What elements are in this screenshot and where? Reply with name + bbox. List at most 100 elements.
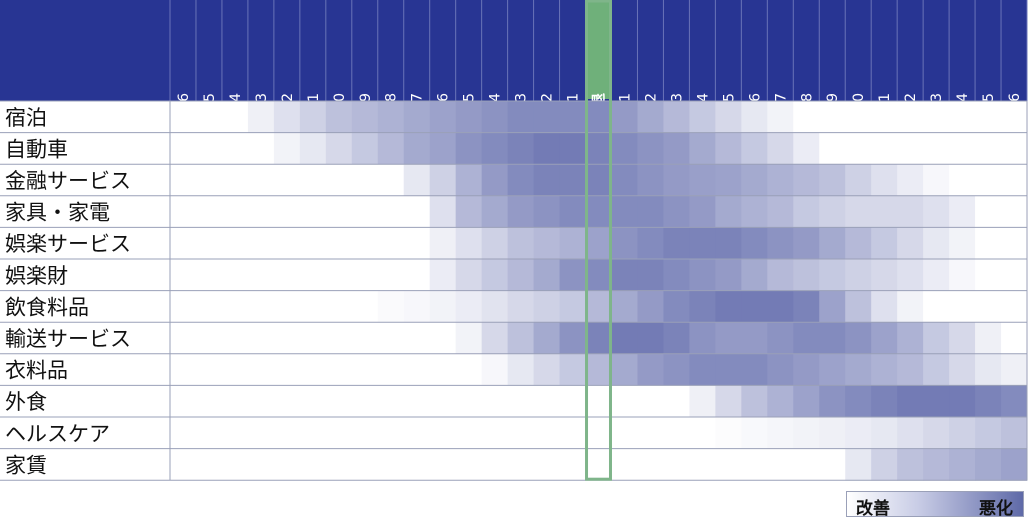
- heatmap-cell: [507, 132, 535, 165]
- heatmap-cell: [559, 322, 587, 355]
- heatmap-cell: [715, 227, 742, 260]
- heatmap-cell: [1001, 448, 1028, 481]
- heatmap-cell: [897, 164, 924, 197]
- heatmap-cell: [170, 195, 197, 228]
- heatmap-cell: [845, 195, 872, 228]
- heatmap-cell: [611, 101, 638, 134]
- heatmap-cell: [403, 195, 431, 228]
- heatmap-cell: [949, 417, 976, 450]
- heatmap-cell: [455, 417, 483, 450]
- heatmap-cell: [793, 195, 820, 228]
- heatmap-cell: [195, 227, 223, 260]
- heatmap-cell: [429, 259, 457, 292]
- heatmap-cell: [819, 132, 846, 165]
- heatmap-cell: [299, 259, 327, 292]
- row-label: 外食: [5, 390, 47, 414]
- heatmap-cell: [429, 290, 457, 323]
- heatmap-cell: [585, 290, 612, 323]
- heatmap-cell: [170, 259, 197, 292]
- row-label: 自動車: [5, 137, 68, 161]
- heatmap-cell: [819, 385, 846, 418]
- heatmap-cell: [715, 290, 742, 323]
- heatmap-cell: [559, 101, 587, 134]
- legend-high-label: 悪化: [979, 499, 1013, 519]
- heatmap-cell: [533, 259, 561, 292]
- heatmap-cell: [975, 290, 1002, 323]
- heatmap-cell: [325, 290, 353, 323]
- heatmap-cell: [923, 164, 950, 197]
- heatmap-cell: [247, 290, 275, 323]
- heatmap-cell: [949, 195, 976, 228]
- heatmap-cell: [221, 353, 249, 386]
- heatmap-cell: [221, 290, 249, 323]
- heatmap-cell: [871, 353, 898, 386]
- heatmap-cell: [637, 448, 664, 481]
- heatmap-cell: [819, 417, 846, 450]
- heatmap-cell: [767, 132, 794, 165]
- heatmap-cell: [377, 195, 405, 228]
- heatmap-cell: [897, 448, 924, 481]
- heatmap-cell: [949, 132, 976, 165]
- heatmap-cell: [195, 132, 223, 165]
- heatmap-cell: [741, 290, 768, 323]
- legend-low-label: 改善: [856, 499, 890, 519]
- heatmap-cell: [455, 195, 483, 228]
- heatmap-cell: [455, 227, 483, 260]
- heatmap-cell: [741, 353, 768, 386]
- heatmap-cell: [481, 132, 509, 165]
- heatmap-cell: [949, 259, 976, 292]
- heatmap-cell: [273, 290, 301, 323]
- heatmap-cell: [507, 417, 535, 450]
- heatmap-cell: [715, 132, 742, 165]
- heatmap-cell: [793, 322, 820, 355]
- heatmap-cell: [170, 132, 197, 165]
- heatmap-cell: [299, 322, 327, 355]
- heatmap-cell: [170, 101, 197, 134]
- heatmap-cell: [871, 259, 898, 292]
- heatmap-cell: [1001, 259, 1028, 292]
- heatmap-cell: [221, 322, 249, 355]
- heatmap-cell: [299, 417, 327, 450]
- heatmap-cell: [689, 385, 716, 418]
- heatmap-cell: [897, 322, 924, 355]
- heatmap-cell: [871, 101, 898, 134]
- heatmap-cell: [741, 385, 768, 418]
- heatmap-cell: [1001, 132, 1028, 165]
- heatmap-cell: [170, 227, 197, 260]
- heatmap-cell: [247, 385, 275, 418]
- heatmap-cell: [221, 164, 249, 197]
- heatmap-cell: [455, 322, 483, 355]
- heatmap-cell: [975, 227, 1002, 260]
- heatmap-cell: [1001, 353, 1028, 386]
- heatmap-cell: [611, 417, 638, 450]
- heatmap-cell: [325, 259, 353, 292]
- heatmap-cell: [455, 259, 483, 292]
- heatmap-cell: [975, 164, 1002, 197]
- heatmap-cell: [429, 164, 457, 197]
- heatmap-cell: [923, 259, 950, 292]
- heatmap-cell: [247, 353, 275, 386]
- heatmap-cell: [455, 353, 483, 386]
- heatmap-cell: [559, 195, 587, 228]
- heatmap-cell: [663, 448, 690, 481]
- heatmap-cell: [195, 101, 223, 134]
- heatmap-cell: [170, 353, 197, 386]
- heatmap-cell: [663, 290, 690, 323]
- heatmap-cell: [377, 227, 405, 260]
- heatmap-cell: [351, 132, 379, 165]
- heatmap-cell: [1001, 290, 1028, 323]
- heatmap-cell: [170, 290, 197, 323]
- heatmap-cell: [221, 227, 249, 260]
- heatmap-cell: [481, 195, 509, 228]
- heatmap-cell: [455, 101, 483, 134]
- heatmap-cell: [767, 101, 794, 134]
- heatmap-cell: [715, 164, 742, 197]
- heatmap-cell: [195, 385, 223, 418]
- heatmap-cell: [767, 322, 794, 355]
- heatmap-cell: [663, 322, 690, 355]
- heatmap-cell: [273, 132, 301, 165]
- heatmap-cell: [923, 195, 950, 228]
- heatmap-cell: [403, 164, 431, 197]
- heatmap-cell: [741, 101, 768, 134]
